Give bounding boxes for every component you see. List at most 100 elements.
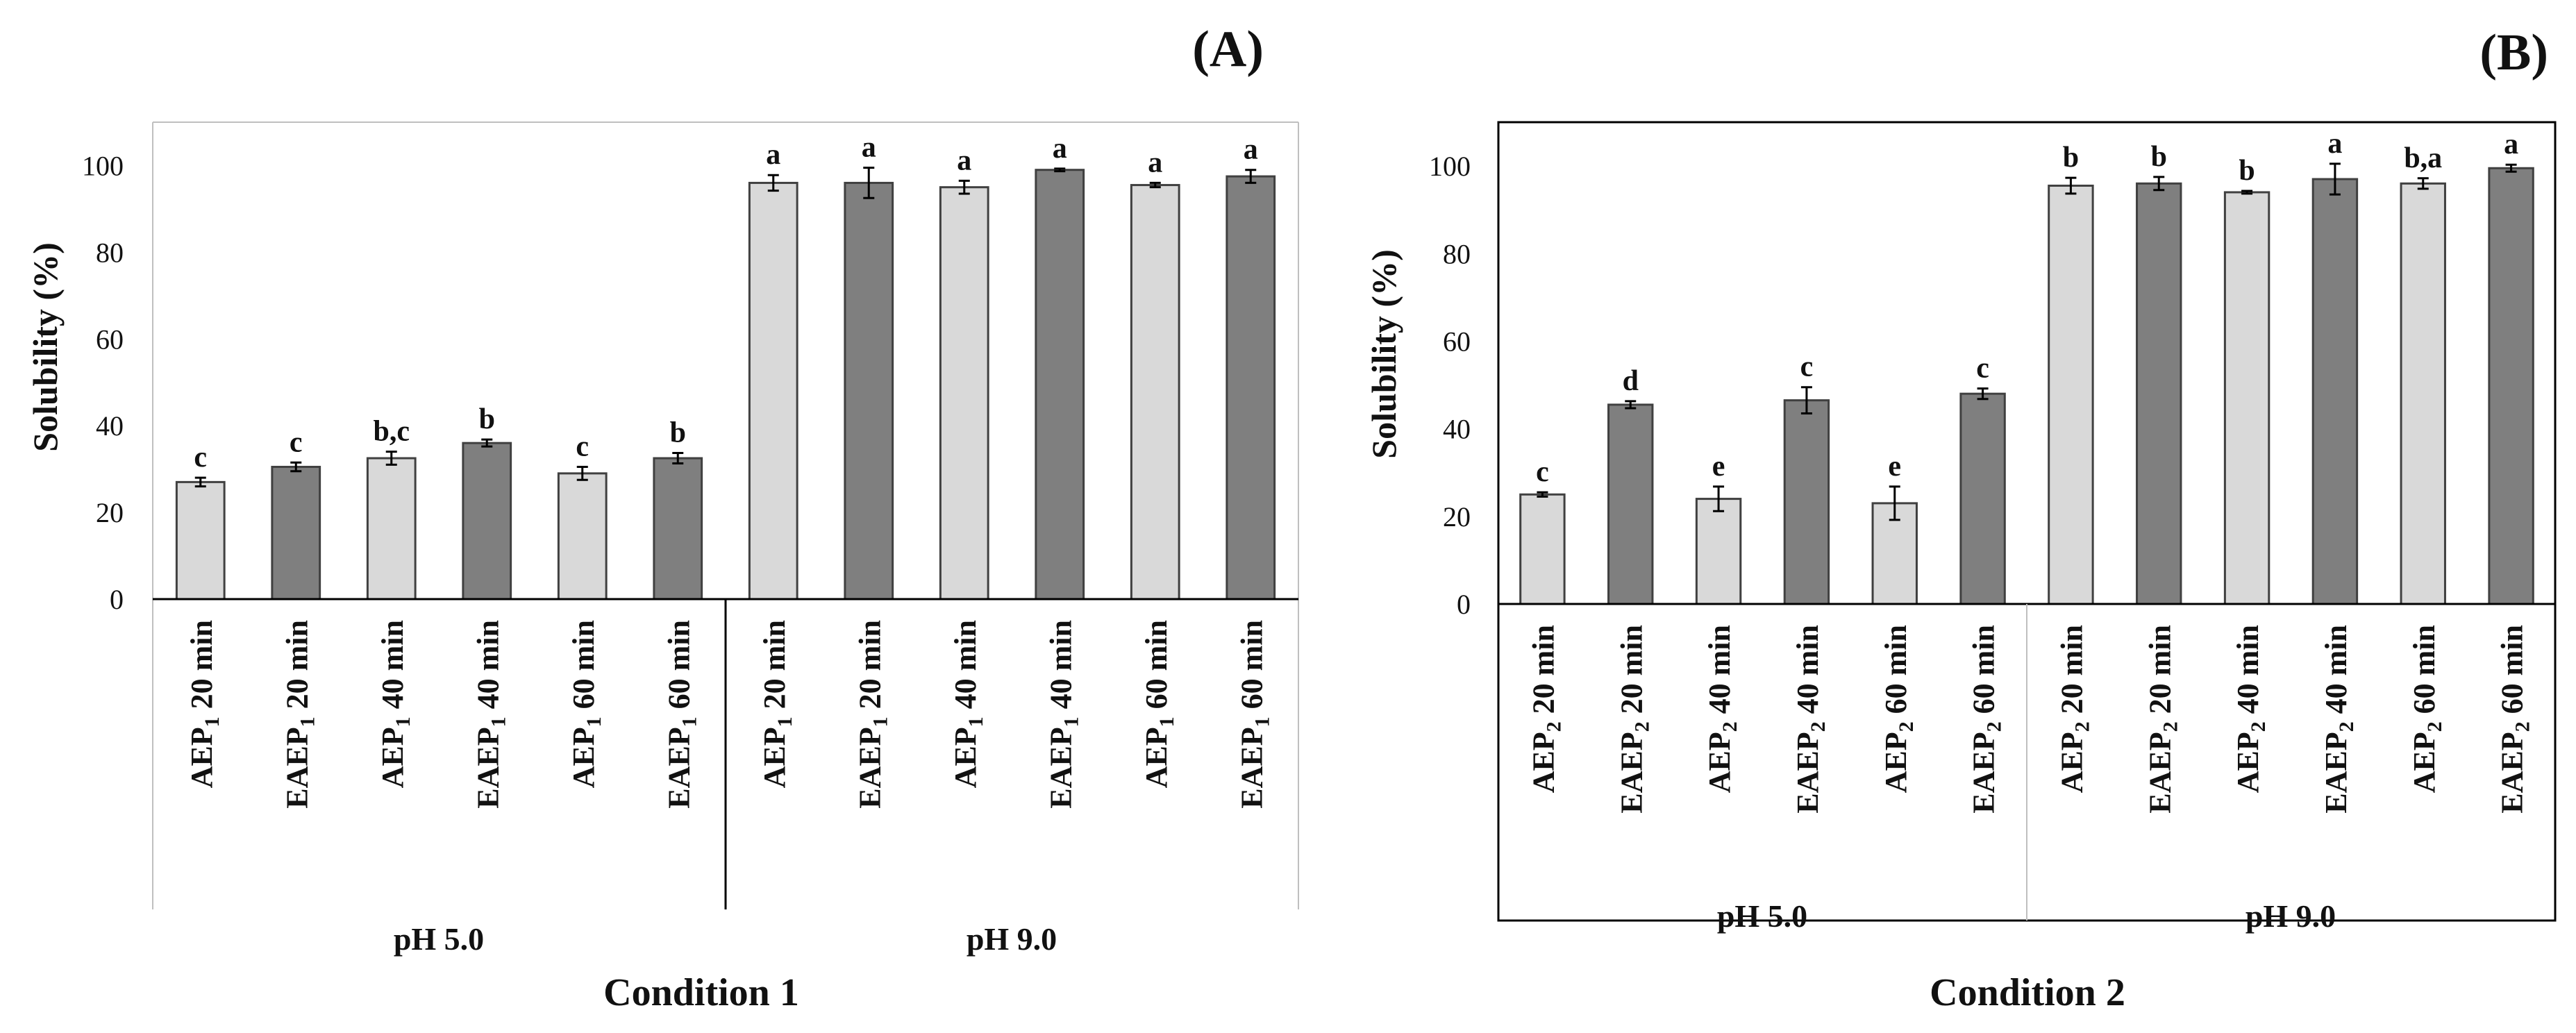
panel-a-bar-4 xyxy=(462,442,512,601)
panel-b-significance-label-10: a xyxy=(2327,128,2342,160)
panel-a-category-label-9: AEP1 40 min xyxy=(948,620,987,788)
panel-b-category-label-4: EAEP2 40 min xyxy=(1791,625,1830,814)
panel-b-y-ticks: 0 20 40 60 80 100 xyxy=(1429,151,1471,620)
panel-a-y-tick-3: 60 xyxy=(96,324,124,355)
panel-a-bar-1 xyxy=(175,480,226,601)
panel-a-category-label-2: EAEP1 20 min xyxy=(280,620,319,809)
panel-a-bar-2 xyxy=(271,466,321,601)
panel-a-significance-label-4: b xyxy=(479,403,495,435)
panel-a-significance-label-3: b,c xyxy=(374,416,410,448)
panel-a-x-axis-title: Condition 1 xyxy=(603,971,799,1014)
panel-b-bar-10 xyxy=(2311,178,2359,605)
panel-b-bar-9 xyxy=(2223,191,2270,605)
panel-a-significance-label-10: a xyxy=(1053,133,1067,165)
panel-b-x-axis-title: Condition 2 xyxy=(1930,971,2125,1014)
panel-b-category-label-1: AEP2 20 min xyxy=(1526,625,1565,793)
panel-a-y-ticks: 0 20 40 60 80 100 xyxy=(82,150,124,615)
panel-a-y-tick-2: 40 xyxy=(96,410,124,442)
panel-b-bar-3 xyxy=(1695,498,1742,605)
panel-a-chart: (A) Solubility (%) 0 20 40 60 80 100 c c b,c b c b… xyxy=(26,21,1299,1014)
panel-b-category-label-6: EAEP2 60 min xyxy=(1967,625,2006,814)
panel-a-bar-10 xyxy=(1035,169,1085,601)
panel-b-significance-label-3: e xyxy=(1712,451,1725,482)
panel-a-category-label-11: AEP1 60 min xyxy=(1139,620,1178,788)
panel-a-group-ph9: pH 9.0 xyxy=(967,921,1057,957)
panel-b-significance-label-11: b,a xyxy=(2404,142,2442,174)
panel-a-category-label-7: AEP1 20 min xyxy=(758,620,796,788)
panel-b-category-label-5: AEP2 60 min xyxy=(1879,625,1918,793)
panel-a-category-label-1: AEP1 20 min xyxy=(185,620,224,788)
panel-b-group-ph9: pH 9.0 xyxy=(2245,898,2336,934)
panel-a-group-ph5: pH 5.0 xyxy=(394,921,484,957)
panel-b-chart: (B) Solubility (%) 0 20 40 60 80 100 c d e c e c b b… xyxy=(1364,24,2557,1014)
panel-b-significance-label-5: e xyxy=(1888,451,1901,482)
panel-a-bar-7 xyxy=(748,181,798,601)
panel-b-y-tick-3: 60 xyxy=(1443,326,1471,357)
panel-a-y-tick-1: 20 xyxy=(96,497,124,528)
panel-b-bar-2 xyxy=(1607,403,1654,605)
panel-a-bar-8 xyxy=(844,181,894,601)
panel-a-significance-label-1: c xyxy=(194,442,207,473)
panel-a-y-tick-5: 100 xyxy=(82,150,124,181)
panel-b-category-label-2: EAEP2 20 min xyxy=(1614,625,1653,814)
panel-b-significance-label-9: b xyxy=(2239,155,2255,187)
panel-b-y-tick-4: 80 xyxy=(1443,238,1471,269)
panel-a-y-axis-label: Solubility (%) xyxy=(26,242,65,451)
panel-b-category-label-10: EAEP2 40 min xyxy=(2319,625,2358,814)
panel-b-category-label-8: EAEP2 20 min xyxy=(2143,625,2182,814)
panel-b-bar-11 xyxy=(2400,182,2446,605)
panel-a-significance-label-5: c xyxy=(576,431,589,463)
panel-b-bar-6 xyxy=(1959,392,2006,605)
panel-a-significance-label-6: b xyxy=(670,417,686,449)
panel-b-y-tick-1: 20 xyxy=(1443,501,1471,532)
panel-b-y-axis-label: Solubility (%) xyxy=(1364,249,1403,458)
panel-a-significance-label-2: c xyxy=(290,426,303,458)
panel-b-category-label-7: AEP2 20 min xyxy=(2055,625,2093,793)
panel-a-bar-12 xyxy=(1226,175,1276,601)
panel-a-bars: c c b,c b c b a a a a a a xyxy=(175,132,1276,601)
panel-b-y-tick-0: 0 xyxy=(1457,589,1471,620)
panel-b-bar-7 xyxy=(2048,184,2094,605)
panel-b-category-label-12: EAEP2 60 min xyxy=(2495,625,2534,814)
panel-b-bar-12 xyxy=(2488,167,2534,605)
panel-a-category-label-5: AEP1 60 min xyxy=(567,620,605,788)
panel-a-category-label-4: EAEP1 40 min xyxy=(471,620,510,809)
panel-b-significance-label-2: d xyxy=(1623,365,1639,397)
panel-b-significance-label-7: b xyxy=(2063,142,2079,174)
panel-b-bar-4 xyxy=(1783,399,1830,605)
panel-b-bar-1 xyxy=(1519,493,1566,605)
panel-a-category-label-10: EAEP1 40 min xyxy=(1044,620,1082,809)
panel-a-significance-label-7: a xyxy=(766,139,780,171)
panel-a-category-label-8: EAEP1 20 min xyxy=(853,620,892,809)
panel-a-significance-label-8: a xyxy=(862,132,876,164)
panel-b-bar-8 xyxy=(2136,182,2182,605)
panel-a-category-label-6: EAEP1 60 min xyxy=(662,620,701,809)
panel-b-significance-label-12: a xyxy=(2504,128,2518,160)
panel-b-y-tick-2: 40 xyxy=(1443,414,1471,445)
panel-b-category-label-3: AEP2 40 min xyxy=(1703,625,1741,793)
panel-b-significance-label-8: b xyxy=(2151,141,2167,173)
panel-a-bar-11 xyxy=(1130,184,1180,601)
panel-b-category-labels: AEP2 20 min EAEP2 20 min AEP2 40 min EAEP2 … xyxy=(1526,625,2534,814)
panel-a-bar-6 xyxy=(653,457,703,601)
panel-a-significance-label-12: a xyxy=(1244,134,1258,166)
panel-b-label: (B) xyxy=(2479,24,2548,81)
panel-b-significance-label-6: c xyxy=(1976,353,1989,385)
panel-a-bar-3 xyxy=(366,457,417,601)
panel-a-y-tick-4: 80 xyxy=(96,237,124,268)
panel-a-category-label-12: EAEP1 60 min xyxy=(1235,620,1273,809)
panel-b-y-tick-5: 100 xyxy=(1429,151,1471,182)
panel-a-bar-9 xyxy=(939,186,989,601)
panel-b-bars: c d e c e c b b b a b,a a xyxy=(1519,128,2534,605)
panel-b-group-ph5: pH 5.0 xyxy=(1717,898,1807,934)
panel-a-significance-label-9: a xyxy=(957,144,971,176)
panel-b-significance-label-1: c xyxy=(1536,456,1549,488)
panel-b-category-label-9: AEP2 40 min xyxy=(2231,625,2270,793)
panel-b-category-label-11: AEP2 60 min xyxy=(2407,625,2446,793)
panel-a-label: (A) xyxy=(1192,21,1264,78)
panel-a-significance-label-11: a xyxy=(1148,146,1162,178)
panel-a-category-label-3: AEP1 40 min xyxy=(376,620,415,788)
panel-a-y-tick-0: 0 xyxy=(110,584,124,615)
panel-a-bar-5 xyxy=(557,472,608,601)
